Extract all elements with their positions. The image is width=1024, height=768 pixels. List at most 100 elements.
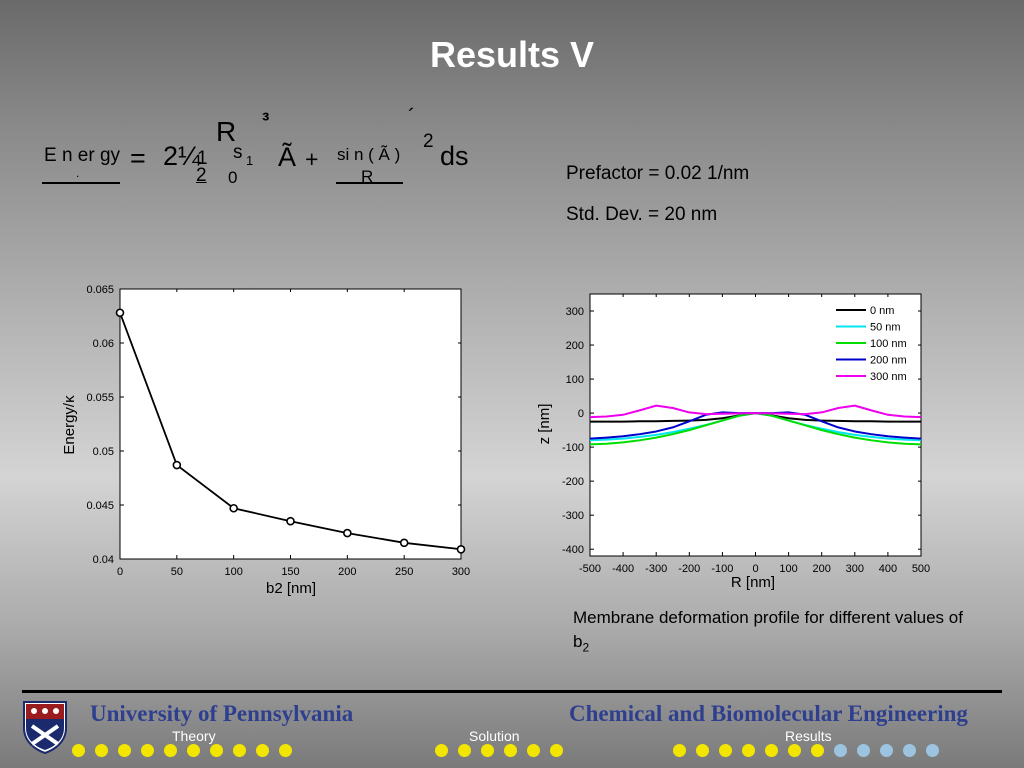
energy-chart-y-tick-label: 0.04 — [93, 554, 114, 566]
university-name: University of Pennsylvania — [90, 701, 354, 726]
energy-chart-y-tick-label: 0.05 — [93, 446, 114, 458]
membrane-chart-lines — [589, 404, 922, 446]
nav-dot[interactable] — [880, 744, 893, 757]
nav-dot[interactable] — [187, 744, 200, 757]
energy-chart-point — [115, 308, 125, 318]
equation-plus: + — [305, 146, 319, 172]
nav-dot[interactable] — [458, 744, 471, 757]
nav-dot[interactable] — [696, 744, 709, 757]
membrane-chart-y-tick-label: -100 — [562, 442, 584, 454]
membrane-chart: -500 -400 -300 -200 -100 0 100 200 300 400 500 -40… — [536, 293, 930, 591]
energy-chart-marks — [115, 308, 466, 554]
nav-dot[interactable] — [765, 744, 778, 757]
energy-chart-point — [343, 528, 352, 538]
energy-chart-y-tick-label: 0.045 — [86, 500, 114, 512]
energy-chart-point — [286, 516, 295, 526]
equation-two: 2 — [196, 165, 207, 186]
nav-dot[interactable] — [141, 744, 154, 757]
membrane-chart-x-tick-label: 100 — [779, 563, 797, 575]
equation-one: 1 — [197, 148, 208, 169]
energy-chart-x-label: b2 [nm] — [266, 580, 316, 597]
membrane-chart-x-tick-label: 0 — [752, 563, 758, 575]
nav-dot[interactable] — [926, 744, 939, 757]
energy-chart-x-tick-label: 100 — [224, 566, 242, 578]
membrane-chart-x-tick-label: 500 — [912, 563, 930, 575]
energy-chart-y-tick-label: 0.06 — [93, 338, 114, 350]
membrane-chart-x-tick-label: -200 — [678, 563, 700, 575]
equation-zero: 0 — [228, 168, 238, 187]
equation-energy-label: E n er gy — [44, 145, 121, 166]
equation-equals: = — [130, 143, 146, 173]
membrane-chart-y-tick-label: -300 — [562, 510, 584, 522]
nav-dot[interactable] — [504, 744, 517, 757]
equation-fraction-bar-right — [336, 182, 403, 184]
prefactor-note: Prefactor = 0.02 1/nm — [566, 163, 750, 184]
equation-s: s — [233, 142, 243, 163]
nav-dot[interactable] — [210, 744, 223, 757]
equation-a-tilde: Ã — [278, 142, 297, 172]
nav-dot[interactable] — [481, 744, 494, 757]
energy-chart-x-tick-label: 50 — [171, 566, 183, 578]
nav-dots-solution[interactable] — [435, 744, 563, 757]
nav-dots-results[interactable] — [673, 744, 939, 757]
membrane-chart-y-tick-label: -400 — [562, 544, 584, 556]
nav-dot[interactable] — [903, 744, 916, 757]
energy-chart-x-tick-label: 300 — [452, 566, 470, 578]
membrane-chart-x-label: R [nm] — [731, 574, 775, 591]
nav-dot[interactable] — [72, 744, 85, 757]
energy-chart-x-tick-label: 150 — [281, 566, 299, 578]
energy-chart-y-ticks: 0.04 0.045 0.05 0.055 0.06 0.065 — [86, 284, 461, 566]
nav-section-results[interactable]: Results — [785, 728, 832, 744]
nav-dot[interactable] — [118, 744, 131, 757]
nav-dot[interactable] — [233, 744, 246, 757]
nav-dot[interactable] — [719, 744, 732, 757]
membrane-chart-y-ticks: -400 -300 -200 -100 0 100 200 300 — [562, 306, 921, 556]
energy-chart-x-tick-label: 200 — [338, 566, 356, 578]
nav-dot[interactable] — [788, 744, 801, 757]
energy-chart-point — [229, 503, 238, 513]
equation-fraction-bar-left — [42, 182, 120, 184]
caption-subscript: 2 — [582, 640, 590, 655]
membrane-chart-y-tick-label: 0 — [578, 408, 584, 420]
equation-acute: ´ — [408, 104, 416, 129]
membrane-chart-y-tick-label: 100 — [566, 374, 584, 386]
energy-chart-y-tick-label: 0.055 — [86, 392, 114, 404]
nav-section-solution[interactable]: Solution — [469, 728, 520, 744]
nav-section-theory[interactable]: Theory — [172, 728, 216, 744]
membrane-chart-x-tick-label: -300 — [645, 563, 667, 575]
energy-chart-x-tick-label: 250 — [395, 566, 413, 578]
nav-dot[interactable] — [834, 744, 847, 757]
nav-dot[interactable] — [673, 744, 686, 757]
energy-chart-point — [456, 544, 466, 554]
nav-dot[interactable] — [164, 744, 177, 757]
membrane-chart-legend: 0 nm 50 nm 100 nm 200 nm 300 nm — [836, 305, 907, 383]
legend-label: 0 nm — [870, 305, 894, 317]
legend-label: 200 nm — [870, 355, 907, 367]
equation-coefficient: 2¼ — [163, 141, 201, 171]
slide-title: Results V — [429, 34, 595, 75]
nav-dot[interactable] — [857, 744, 870, 757]
energy-chart-y-label: Energy/κ — [61, 395, 78, 455]
nav-dot[interactable] — [527, 744, 540, 757]
nav-dot[interactable] — [95, 744, 108, 757]
nav-dots-theory[interactable] — [72, 744, 292, 757]
nav-dot[interactable] — [742, 744, 755, 757]
energy-chart-plot-area — [119, 288, 462, 560]
nav-dot[interactable] — [550, 744, 563, 757]
nav-dot[interactable] — [256, 744, 269, 757]
legend-label: 300 nm — [870, 371, 907, 383]
nav-dot[interactable] — [811, 744, 824, 757]
caption-text: Membrane deformation profile for differe… — [573, 608, 963, 651]
membrane-chart-x-tick-label: -400 — [612, 563, 634, 575]
nav-dot[interactable] — [279, 744, 292, 757]
membrane-chart-x-ticks: -500 -400 -300 -200 -100 0 100 200 300 400 500 — [579, 294, 930, 575]
footer-divider — [22, 690, 1002, 693]
std-dev-note: Std. Dev. = 20 nm — [566, 204, 718, 225]
membrane-chart-y-tick-label: 200 — [566, 340, 584, 352]
membrane-series-line-4 — [589, 404, 922, 419]
legend-label: 50 nm — [870, 322, 901, 334]
chart-caption: Membrane deformation profile for differe… — [573, 606, 973, 659]
penn-shield-logo — [23, 701, 67, 754]
membrane-chart-x-tick-label: 400 — [879, 563, 897, 575]
nav-dot[interactable] — [435, 744, 448, 757]
